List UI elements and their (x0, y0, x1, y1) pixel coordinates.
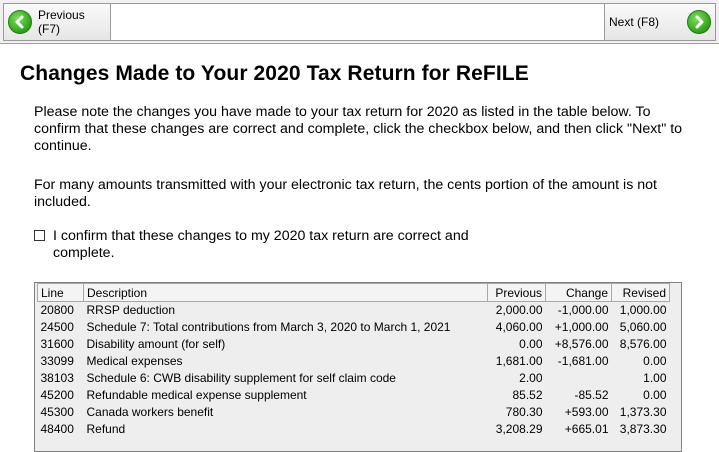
changes-table: Line Description Previous Change Revised… (34, 282, 682, 452)
previous-cell: 3,208.29 (495, 422, 543, 436)
revised-cell: 0.00 (643, 354, 667, 368)
previous-button[interactable]: Previous (F7) (3, 3, 111, 41)
change-cell: +8,576.00 (554, 337, 609, 351)
description-cell: Schedule 6: CWB disability supplement fo… (86, 371, 396, 385)
left-arrow-icon (8, 10, 32, 34)
confirm-row: I confirm that these changes to my 2020 … (34, 228, 513, 262)
description-cell: RRSP deduction (86, 303, 176, 317)
previous-cell: 4,060.00 (495, 320, 543, 334)
table-row[interactable]: 31600 Disability amount (for self) 0.00 … (38, 336, 670, 353)
table-header-row: Line Description Previous Change Revised (37, 283, 670, 302)
description-cell: Medical expenses (86, 354, 183, 368)
table-row[interactable]: 45300 Canada workers benefit 780.30 +593… (38, 404, 670, 421)
change-cell: +1,000.00 (554, 320, 609, 334)
revised-cell: 0.00 (643, 388, 667, 402)
previous-button-label: Previous (F7) (38, 8, 85, 36)
table-row[interactable]: 24500 Schedule 7: Total contributions fr… (38, 319, 670, 336)
table-row[interactable]: 20800 RRSP deduction 2,000.00 -1,000.00 … (38, 302, 670, 320)
confirm-label[interactable]: I confirm that these changes to my 2020 … (53, 228, 469, 261)
cents-note-paragraph: For many amounts transmitted with your e… (34, 177, 657, 210)
description-cell: Disability amount (for self) (86, 337, 226, 351)
previous-cell: 85.52 (512, 388, 543, 402)
line-cell: 48400 (40, 422, 74, 436)
line-cell: 20800 (40, 303, 74, 317)
change-cell: +665.01 (564, 422, 609, 436)
instructions-paragraph: Please note the changes you have made to… (34, 104, 683, 154)
toolbar-spacer (111, 3, 604, 41)
change-cell (546, 370, 612, 387)
previous-cell: 2.00 (519, 371, 543, 385)
description-cell: Schedule 7: Total contributions from Mar… (86, 320, 451, 334)
description-cell: Refundable medical expense supplement (86, 388, 307, 402)
revised-cell: 3,873.30 (619, 422, 667, 436)
table-row[interactable]: 48400 Refund 3,208.29 +665.01 3,873.30 (38, 421, 670, 438)
change-cell: -1,681.00 (557, 354, 609, 368)
right-arrow-icon (687, 10, 711, 34)
navigation-toolbar: Previous (F7) Next (F8) (0, 0, 719, 44)
table-row[interactable]: 38103 Schedule 6: CWB disability supplem… (38, 370, 670, 387)
column-header-revised[interactable]: Revised (611, 283, 670, 302)
confirm-checkbox[interactable] (34, 230, 45, 241)
table-row[interactable]: 33099 Medical expenses 1,681.00 -1,681.0… (38, 353, 670, 370)
page-title: Changes Made to Your 2020 Tax Return for… (20, 62, 529, 85)
line-cell: 45300 (40, 405, 74, 419)
revised-cell: 1,373.30 (619, 405, 667, 419)
line-cell: 33099 (40, 354, 74, 368)
line-cell: 31600 (40, 337, 74, 351)
table-row[interactable]: 45200 Refundable medical expense supplem… (38, 387, 670, 404)
change-cell: -85.52 (574, 388, 609, 402)
revised-cell: 8,576.00 (619, 337, 667, 351)
description-cell: Refund (86, 422, 126, 436)
previous-cell: 0.00 (519, 337, 543, 351)
revised-cell: 1,000.00 (619, 303, 667, 317)
description-cell: Canada workers benefit (86, 405, 214, 419)
change-cell: -1,000.00 (557, 303, 609, 317)
previous-cell: 1,681.00 (495, 354, 543, 368)
previous-cell: 780.30 (505, 405, 543, 419)
line-cell: 38103 (40, 371, 74, 385)
column-header-description[interactable]: Description (83, 283, 488, 302)
previous-cell: 2,000.00 (495, 303, 543, 317)
next-button-label: Next (F8) (609, 15, 660, 29)
line-cell: 24500 (40, 320, 74, 334)
column-header-line[interactable]: Line (37, 283, 84, 302)
column-header-change[interactable]: Change (545, 283, 612, 302)
change-cell: +593.00 (564, 405, 609, 419)
column-header-previous[interactable]: Previous (487, 283, 546, 302)
line-cell: 45200 (40, 388, 74, 402)
revised-cell: 1.00 (643, 371, 667, 385)
revised-cell: 5,060.00 (619, 320, 667, 334)
next-button[interactable]: Next (F8) (604, 3, 716, 41)
